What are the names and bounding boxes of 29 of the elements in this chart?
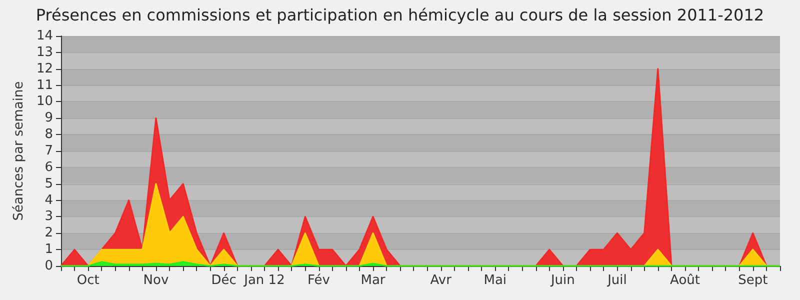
x-tick-label: Sept	[738, 273, 768, 288]
x-tick-label: Jan 12	[243, 273, 285, 288]
y-tick-label: 9	[44, 110, 53, 126]
y-tick-label: 8	[44, 127, 53, 142]
y-tick-label: 10	[36, 94, 53, 110]
y-tick-label: 6	[44, 160, 53, 175]
x-tick-label: Nov	[143, 273, 169, 288]
y-tick-label: 0	[44, 258, 53, 274]
y-axis-title: Séances par semaine	[12, 81, 27, 221]
y-tick-label: 14	[36, 28, 53, 44]
y-tick-label: 1	[44, 242, 53, 258]
x-tick-label: Juil	[606, 273, 627, 288]
y-tick-label: 3	[44, 209, 53, 224]
x-tick-label: Oct	[76, 273, 100, 288]
x-tick-label: Mar	[360, 273, 386, 288]
x-tick-label: Juin	[550, 273, 575, 288]
x-tick-label: Fév	[308, 273, 330, 288]
x-tick-label: Avr	[430, 273, 452, 288]
y-tick-label: 11	[36, 78, 53, 93]
x-tick-label: Mai	[484, 273, 507, 288]
y-tick-label: 4	[44, 192, 53, 208]
y-tick-label: 2	[44, 226, 53, 241]
y-tick-label: 12	[36, 61, 53, 76]
y-tick-label: 7	[44, 144, 53, 158]
y-tick-label: 13	[36, 44, 53, 60]
y-tick-label: 5	[44, 176, 53, 192]
chart-title: Présences en commissions et participation en hémicycle au cours de la session 2011-2012	[36, 6, 764, 24]
x-tick-label: Août	[670, 273, 700, 288]
x-tick-label: Déc	[211, 273, 236, 288]
